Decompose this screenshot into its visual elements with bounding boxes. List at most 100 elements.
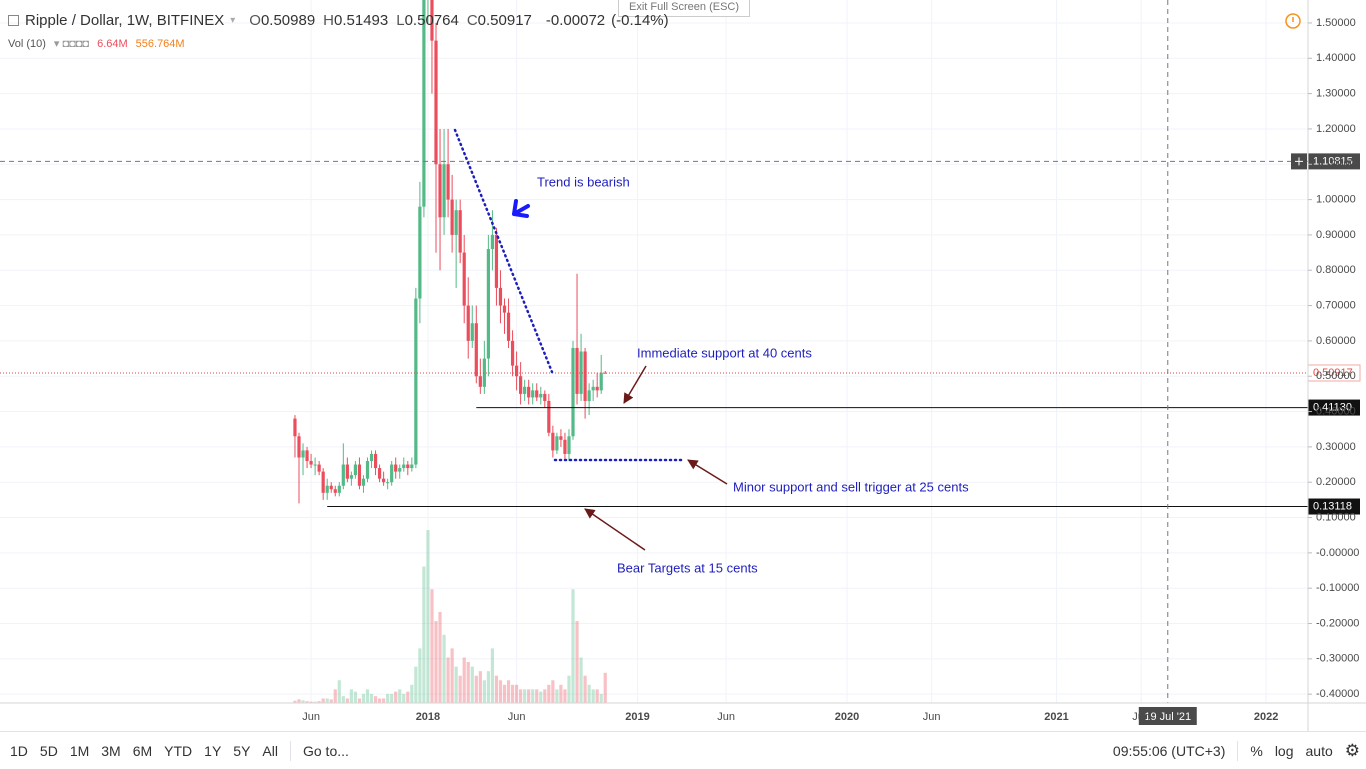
- y-tick-label: 1.50000: [1316, 17, 1356, 29]
- volume-bar: [446, 657, 450, 703]
- candle-body: [390, 464, 394, 483]
- range-button[interactable]: 1D: [10, 742, 28, 759]
- range-button[interactable]: All: [262, 742, 278, 759]
- candle-body: [434, 40, 438, 165]
- volume-bar: [450, 648, 454, 703]
- x-tick-label: Jun: [302, 711, 320, 723]
- candle-body: [430, 0, 434, 41]
- annotation: Bear Targets at 15 cents: [617, 560, 758, 575]
- ohlc-key: O: [249, 12, 261, 29]
- candle-body: [386, 482, 390, 484]
- candle-body: [490, 234, 495, 250]
- volume-bar: [466, 662, 470, 703]
- clock: 09:55:06 (UTC+3): [1112, 742, 1226, 759]
- x-tick-label: 2019: [625, 711, 649, 723]
- candle-body: [353, 464, 358, 476]
- crosshair-y-label: 1.10815: [1313, 155, 1353, 167]
- volume-bar: [458, 675, 462, 703]
- range-button[interactable]: 1Y: [204, 742, 222, 759]
- candle-body: [454, 210, 458, 235]
- volume-bar: [422, 566, 426, 703]
- volume-bar: [571, 589, 575, 703]
- volume-bar: [575, 621, 579, 703]
- candle-body: [595, 386, 599, 391]
- volume-bar: [583, 675, 587, 703]
- candle-body: [438, 164, 442, 218]
- volume-bar: [523, 689, 527, 703]
- price-label-bg: [1308, 399, 1360, 416]
- dropdown[interactable]: ▾: [230, 15, 236, 26]
- candle-body: [543, 393, 547, 401]
- candle-body: [373, 453, 378, 469]
- volume-bar: [345, 698, 349, 703]
- range-button[interactable]: 5Y: [233, 742, 251, 759]
- scale-option[interactable]: auto: [1305, 742, 1333, 759]
- settings[interactable]: ⚙: [1344, 740, 1360, 760]
- candle-body: [506, 312, 511, 341]
- change-pct: (-0.14%): [611, 12, 669, 29]
- volume-bar: [599, 693, 603, 703]
- candle-body: [293, 418, 297, 437]
- candle-body: [587, 390, 591, 401]
- volume-ma: 556.764M: [135, 37, 185, 50]
- range-button[interactable]: YTD: [164, 742, 193, 759]
- candle-body: [575, 347, 579, 394]
- volume-bar: [486, 671, 490, 703]
- y-tick-label: -0.00000: [1316, 547, 1359, 559]
- candle-body: [571, 347, 575, 437]
- y-tick-label: 0.10000: [1316, 511, 1356, 523]
- volume-bar: [547, 684, 551, 703]
- volume-icons[interactable]: ▾ ◘◘◘◘: [53, 38, 90, 50]
- volume-bar: [551, 680, 555, 703]
- price-label: 0.50917: [1313, 367, 1353, 379]
- candle-body: [410, 464, 414, 469]
- candle-body: [333, 489, 337, 493]
- range-button[interactable]: 6M: [132, 742, 153, 759]
- ohlc-value: 0.50989: [260, 12, 316, 29]
- annotation: Trend is bearish: [537, 174, 630, 189]
- candle-body: [382, 478, 386, 483]
- volume-bar: [474, 675, 478, 703]
- y-tick-label: 0.20000: [1316, 476, 1356, 488]
- volume-last: 6.64M: [97, 37, 128, 50]
- arrow: [623, 365, 647, 404]
- range-button[interactable]: 1M: [69, 742, 90, 759]
- volume-bar: [498, 680, 503, 703]
- goto[interactable]: Go to...: [302, 742, 349, 759]
- volume-bar: [414, 666, 418, 703]
- candle-body: [321, 471, 325, 493]
- volume-bar: [510, 684, 515, 703]
- volume-bar: [454, 666, 458, 703]
- candle-body: [337, 485, 341, 493]
- toolbar: 1D 5D 1M 3M 6M YTD 1Y 5Y All Go to... 09:55:06 (…: [0, 731, 1366, 769]
- candle-body: [470, 323, 474, 341]
- scale-option[interactable]: %: [1250, 742, 1263, 759]
- candle-body: [301, 450, 305, 458]
- candle-body: [297, 436, 301, 458]
- volume-bar: [398, 689, 402, 703]
- volume-bar: [386, 693, 390, 703]
- symbol[interactable]: Ripple / Dollar, 1W, BITFINEX: [25, 12, 225, 29]
- y-tick-label: 1.20000: [1316, 123, 1356, 135]
- price-label-bg: [1308, 498, 1360, 515]
- warning-icon[interactable]: [1285, 13, 1301, 29]
- y-tick-label: -0.20000: [1316, 617, 1359, 629]
- y-tick-label: -0.40000: [1316, 688, 1359, 700]
- range-button[interactable]: 3M: [101, 742, 121, 759]
- volume-bar: [442, 634, 446, 703]
- candle-body: [313, 464, 317, 466]
- volume-bar: [377, 698, 382, 703]
- volume-bar: [563, 689, 567, 703]
- collapse-icon[interactable]: [8, 15, 19, 26]
- x-tick-label: 2022: [1254, 711, 1278, 723]
- candle-body: [442, 164, 446, 218]
- y-tick-label: 1.10000: [1316, 158, 1356, 170]
- range-button[interactable]: 5D: [39, 742, 58, 759]
- candle-body: [450, 199, 454, 235]
- candle-body: [349, 475, 353, 479]
- candle-body: [462, 252, 466, 306]
- volume-bar: [531, 689, 535, 703]
- candle-body: [414, 298, 418, 465]
- scale-option[interactable]: log: [1274, 742, 1294, 759]
- candle-body: [361, 478, 366, 486]
